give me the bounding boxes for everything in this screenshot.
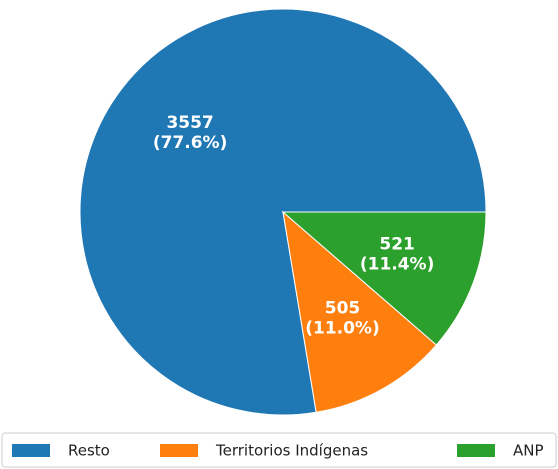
pie-slice [282,210,438,413]
slice-label: 505 [325,298,361,318]
legend-box [1,432,557,468]
legend-swatch [457,444,495,457]
slice-label: 3557 [166,113,213,133]
legend-label: ANP [513,442,544,460]
pie-slice [281,211,487,346]
slice-label: (11.0%) [305,318,380,338]
legend-label: Territorios Indígenas [215,442,368,460]
legend-swatch [12,444,50,457]
legend-label: Resto [68,442,110,460]
slice-label: (11.4%) [360,255,435,275]
legend-swatch [160,444,198,457]
slice-label: (77.6%) [153,133,228,153]
slice-label: 521 [379,235,415,255]
